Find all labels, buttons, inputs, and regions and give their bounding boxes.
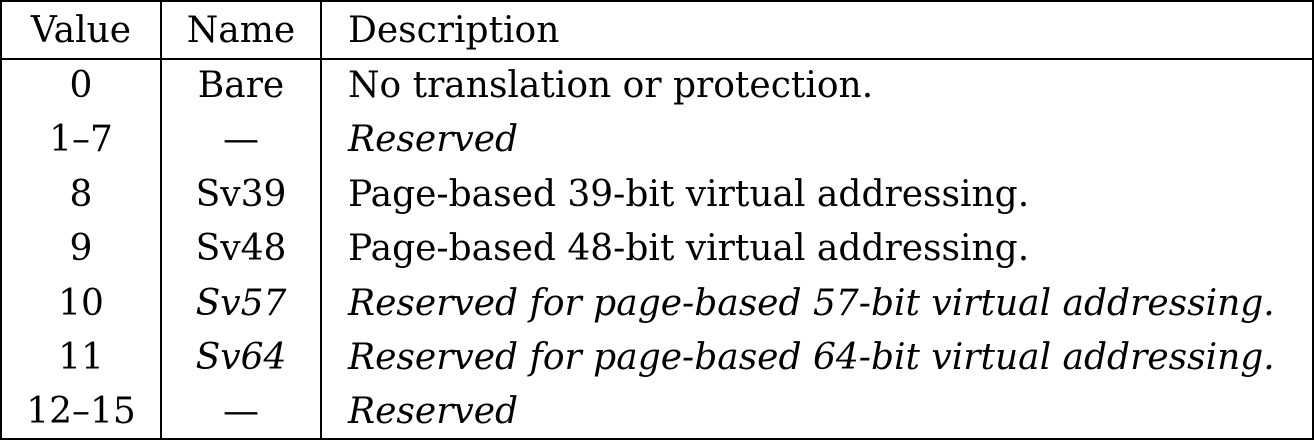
- cell-name: Bare: [197, 64, 285, 106]
- table-row: 9 Sv48 Page-based 48-bit virtual address…: [2, 221, 1312, 276]
- table-row: 8 Sv39 Page-based 39-bit virtual address…: [2, 167, 1312, 222]
- cell-value: 12–15: [26, 390, 136, 432]
- table-row: 10 Sv57 Reserved for page-based 57-bit v…: [2, 276, 1312, 331]
- cell-description: Reserved for page-based 57-bit virtual a…: [348, 282, 1275, 324]
- cell-name: —: [223, 118, 259, 160]
- cell-value: 8: [69, 173, 93, 215]
- header-divider: [2, 58, 1312, 60]
- header-row: Value Name Description: [2, 2, 1312, 58]
- cell-value: 9: [69, 227, 93, 269]
- table-row: 0 Bare No translation or protection.: [2, 58, 1312, 113]
- cell-description: Reserved for page-based 64-bit virtual a…: [348, 336, 1275, 378]
- cell-value: 11: [58, 336, 104, 378]
- cell-description: Page-based 39-bit virtual addressing.: [348, 173, 1030, 215]
- header-description: Description: [348, 9, 560, 51]
- cell-name: Sv48: [195, 227, 287, 269]
- cell-value: 0: [69, 64, 93, 106]
- cell-description: Page-based 48-bit virtual addressing.: [348, 227, 1030, 269]
- cell-value: 10: [58, 282, 104, 324]
- table-row: 11 Sv64 Reserved for page-based 64-bit v…: [2, 330, 1312, 385]
- cell-description: Reserved: [348, 390, 519, 432]
- cell-name: Sv57: [195, 282, 287, 324]
- cell-name: Sv64: [195, 336, 287, 378]
- header-name: Name: [186, 9, 296, 51]
- cell-description: Reserved: [348, 118, 519, 160]
- table-row: 1–7 — Reserved: [2, 112, 1312, 167]
- cell-name: —: [223, 390, 259, 432]
- header-value: Value: [30, 9, 132, 51]
- column-divider: [160, 2, 162, 438]
- column-divider: [320, 2, 322, 438]
- cell-value: 1–7: [49, 118, 113, 160]
- table-row: 12–15 — Reserved: [2, 384, 1312, 439]
- cell-description: No translation or protection.: [348, 64, 874, 106]
- cell-name: Sv39: [195, 173, 287, 215]
